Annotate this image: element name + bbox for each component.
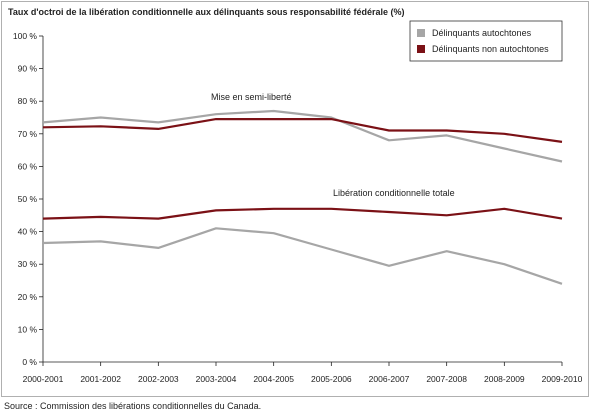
y-tick-label: 30 % [18,259,38,269]
x-tick-label: 2006-2007 [369,374,410,384]
x-tick-label: 2007-2008 [426,374,467,384]
y-ticks: 0 % 10 % 20 % 30 % 40 % 50 % 60 % 70 % 80 % 90 % 1… [13,31,43,367]
x-tick-label: 2009-2010 [542,374,583,384]
source-note: Source : Commission des libérations cond… [4,401,262,411]
y-tick-label: 50 % [18,194,38,204]
series-line-non-autochtones-liberation-totale [42,207,563,220]
y-tick-label: 60 % [18,161,38,171]
y-tick-label: 80 % [18,96,38,106]
y-tick-label: 90 % [18,64,38,74]
legend-box [409,20,563,62]
y-tick-label: 0 % [22,357,37,367]
series-lines [42,109,563,285]
y-tick-label: 10 % [18,324,38,334]
y-tick-label: 20 % [18,292,38,302]
series-line-autochtones-liberation-totale [42,227,563,285]
annotations: Mise en semi-liberté Libération conditio… [211,92,455,198]
chart-title: Taux d'octroi de la libération condition… [8,7,405,17]
x-tick-label: 2001-2002 [80,374,121,384]
x-ticks: 2000-2001 2001-2002 2002-2003 2003-2004 2004… [23,362,583,384]
y-tick-label: 70 % [18,129,38,139]
y-tick-label: 100 % [13,31,38,41]
chart-frame: Taux d'octroi de la libération condition… [1,1,589,397]
x-tick-label: 2003-2004 [196,374,237,384]
x-tick-label: 2008-2009 [484,374,525,384]
legend: Délinquants autochtones Délinquants non … [409,20,563,62]
annotation-liberation-totale: Libération conditionnelle totale [333,188,455,198]
series-line-non-autochtones-semi-liberte [42,117,563,143]
line-chart: 0 % 10 % 20 % 30 % 40 % 50 % 60 % 70 % 80 % 90 % 1… [13,20,583,384]
legend-swatch-autochtones [417,29,425,37]
x-tick-label: 2005-2006 [311,374,352,384]
x-tick-label: 2000-2001 [23,374,64,384]
axes [42,36,562,363]
annotation-semi-liberte: Mise en semi-liberté [211,92,292,102]
legend-label-autochtones: Délinquants autochtones [432,28,532,38]
legend-swatch-non-autochtones [417,45,425,53]
y-tick-label: 40 % [18,227,38,237]
legend-label-non-autochtones: Délinquants non autochtones [432,44,549,54]
x-tick-label: 2004-2005 [253,374,294,384]
series-line-autochtones-semi-liberte [42,109,563,163]
x-tick-label: 2002-2003 [138,374,179,384]
